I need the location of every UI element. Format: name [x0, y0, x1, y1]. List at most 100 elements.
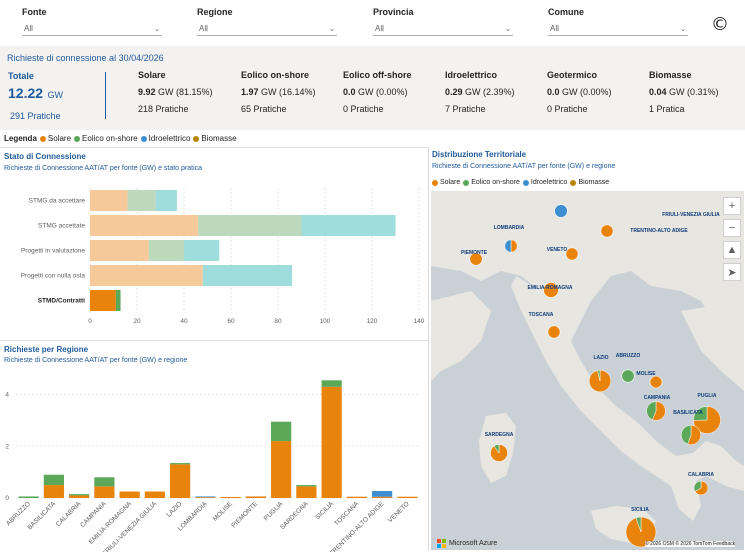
map-marker[interactable] [646, 401, 666, 421]
pie-slice[interactable] [543, 282, 559, 298]
bar-segment[interactable] [127, 190, 156, 211]
bar-segment[interactable] [144, 491, 165, 498]
pie-slice[interactable] [547, 325, 561, 339]
bar-segment[interactable] [296, 485, 317, 487]
compass-icon[interactable]: ➤ [723, 263, 741, 281]
bar-segment[interactable] [170, 464, 191, 498]
map-region-label: CALABRIA [688, 472, 714, 478]
source-pratiche: 0 Pratiche [547, 104, 588, 114]
map-marker[interactable] [469, 252, 483, 266]
summary-band: Richieste di connessione al 30/04/2026 T… [0, 46, 745, 130]
pie-slice[interactable] [681, 425, 692, 445]
bar-segment[interactable] [69, 494, 90, 496]
map-marker[interactable] [681, 425, 701, 445]
pie-slice[interactable] [635, 516, 642, 533]
bar-segment[interactable] [195, 497, 216, 498]
x-tick-label: 140 [414, 318, 425, 325]
map-marker[interactable] [543, 282, 559, 298]
pie-slice[interactable] [504, 239, 512, 253]
map-region-label: SARDEGNA [485, 432, 514, 438]
pie-slice[interactable] [694, 480, 709, 496]
bar-segment[interactable] [372, 496, 393, 498]
bar-segment[interactable] [90, 290, 116, 311]
category-label: STMG da accettare [29, 198, 86, 205]
bar-segment[interactable] [155, 190, 177, 211]
pie-slice[interactable] [510, 239, 518, 253]
bar-segment[interactable] [271, 441, 292, 498]
map-marker[interactable] [693, 406, 721, 434]
summary-divider [105, 72, 106, 119]
pie-slice[interactable] [621, 369, 635, 383]
bar-segment[interactable] [301, 215, 396, 236]
mappa-legend-solare: Solare [440, 179, 461, 186]
map-marker[interactable] [600, 224, 614, 238]
pie-slice[interactable] [693, 480, 702, 492]
pie-slice[interactable] [493, 444, 500, 454]
x-tick-label: 0 [88, 318, 92, 325]
bar-segment[interactable] [372, 491, 393, 497]
map-canvas[interactable]: FRIULI-VENEZIA GIULIA TRENTINO-ALTO ADIGE… [431, 191, 744, 550]
tilt-icon[interactable]: ▲ [723, 241, 741, 259]
map-marker[interactable] [547, 325, 561, 339]
regione-title: Richieste per Regione [4, 345, 89, 354]
bar-segment[interactable] [18, 496, 39, 498]
bar-segment[interactable] [346, 496, 367, 498]
filter-select-fonte[interactable]: All ⌄ [22, 22, 162, 36]
zoom-in-button[interactable]: + [723, 197, 741, 215]
bar-segment[interactable] [321, 380, 342, 387]
map-marker[interactable] [625, 516, 657, 548]
bar-segment[interactable] [245, 496, 266, 498]
bar-segment[interactable] [94, 486, 115, 498]
bar-segment[interactable] [198, 215, 302, 236]
map-marker[interactable] [588, 369, 612, 392]
pie-slice[interactable] [652, 401, 666, 421]
pie-slice[interactable] [649, 375, 663, 389]
filter-select-provincia[interactable]: All ⌄ [373, 22, 513, 36]
bar-segment[interactable] [43, 474, 64, 486]
bar-segment[interactable] [184, 240, 220, 261]
bar-segment[interactable] [94, 477, 115, 487]
pie-slice[interactable] [687, 425, 701, 445]
map-marker[interactable] [693, 480, 709, 496]
bar-segment[interactable] [148, 240, 184, 261]
bar-segment[interactable] [271, 421, 292, 442]
pie-slice[interactable] [565, 247, 579, 261]
bar-segment[interactable] [90, 265, 203, 286]
pie-slice[interactable] [646, 401, 657, 421]
bar-segment[interactable] [321, 386, 342, 498]
pie-slice[interactable] [597, 369, 601, 382]
map-marker[interactable] [490, 444, 508, 462]
pie-slice[interactable] [600, 224, 614, 238]
pie-slice[interactable] [693, 406, 708, 421]
filter-select-regione[interactable]: All ⌄ [197, 22, 337, 36]
bar-segment[interactable] [90, 240, 149, 261]
category-label: STMD/Contratti [38, 298, 85, 305]
map-marker[interactable] [621, 369, 635, 383]
azure-label: Microsoft Azure [449, 540, 498, 547]
bar-segment[interactable] [90, 215, 199, 236]
bar-segment[interactable] [119, 491, 140, 498]
bar-segment[interactable] [90, 190, 128, 211]
bar-segment[interactable] [195, 496, 216, 498]
bar-segment[interactable] [43, 485, 64, 498]
map-copyright[interactable]: © 2026 OSM © 2026 TomTom Feedback [645, 541, 736, 547]
bar-segment[interactable] [220, 496, 241, 498]
filter-select-comune[interactable]: All ⌄ [548, 22, 688, 36]
map-marker[interactable] [504, 239, 518, 253]
source-name: Biomasse [649, 70, 692, 80]
pie-slice[interactable] [554, 204, 568, 218]
bar-segment[interactable] [397, 496, 418, 498]
bar-segment[interactable] [170, 463, 191, 465]
bar-segment[interactable] [296, 486, 317, 498]
map-marker[interactable] [565, 247, 579, 261]
zoom-out-button[interactable]: − [723, 219, 741, 237]
pie-slice[interactable] [469, 252, 483, 266]
map-marker[interactable] [554, 204, 568, 218]
bar-segment[interactable] [115, 290, 121, 311]
map-region-label: SICILIA [631, 507, 649, 513]
bar-segment[interactable] [69, 495, 90, 498]
source-name: Eolico off-shore [343, 70, 412, 80]
mappa-title: Distribuzione Territoriale [432, 150, 527, 159]
map-marker[interactable] [649, 375, 663, 389]
bar-segment[interactable] [202, 265, 293, 286]
